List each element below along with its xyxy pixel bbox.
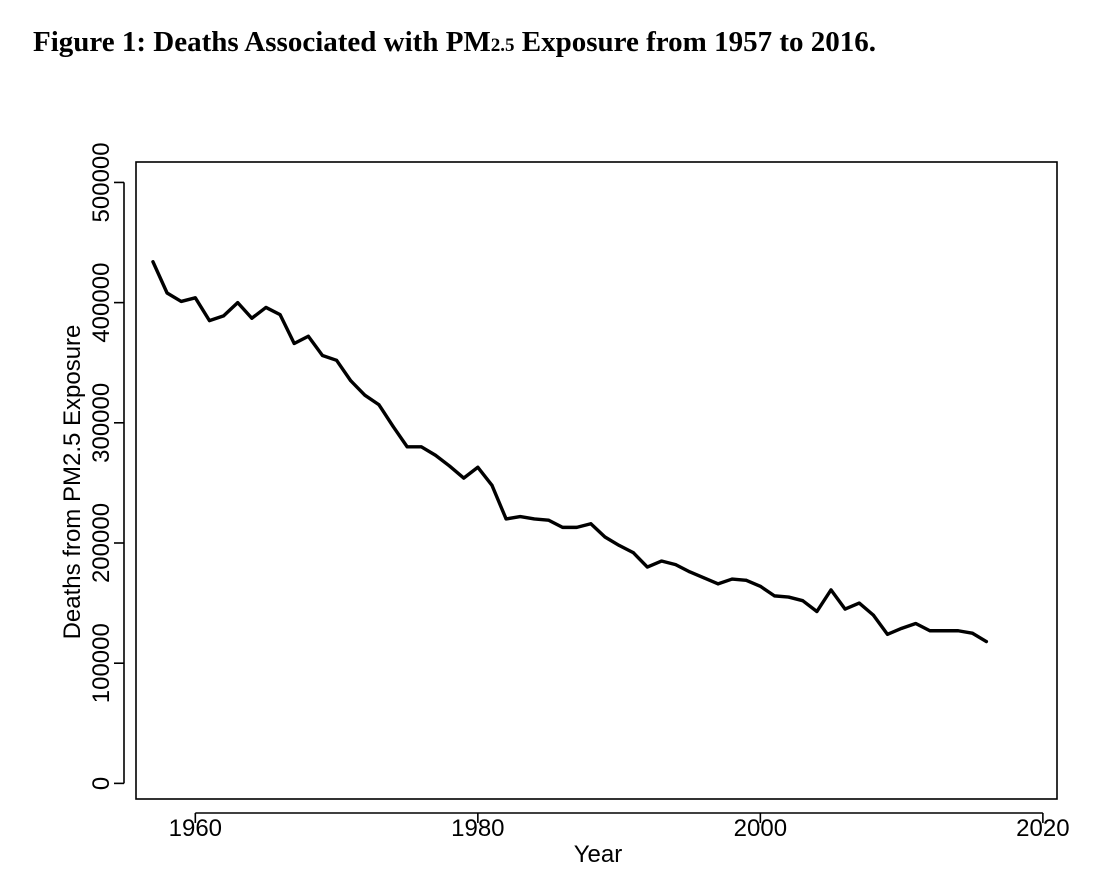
data-point — [984, 640, 988, 644]
data-point — [857, 601, 861, 605]
data-point — [645, 565, 649, 569]
data-point — [151, 260, 155, 264]
x-tick-label: 2000 — [734, 815, 787, 842]
data-point — [222, 314, 226, 318]
y-ticks: 0 100000 200000 300000 400000 500000 — [88, 142, 124, 790]
data-point — [970, 631, 974, 635]
y-tick-label: 200000 — [88, 503, 115, 583]
data-point — [292, 341, 296, 345]
data-point — [561, 525, 565, 529]
data-point — [532, 517, 536, 521]
figure-title-prefix: Figure 1: Deaths Associated with PM — [33, 26, 491, 58]
y-tick-label: 500000 — [88, 142, 115, 222]
data-point — [674, 563, 678, 567]
data-point — [391, 424, 395, 428]
data-point — [405, 445, 409, 449]
data-point — [433, 453, 437, 457]
data-point — [942, 629, 946, 633]
data-point — [885, 632, 889, 636]
data-point — [603, 535, 607, 539]
data-point — [871, 613, 875, 617]
data-point — [730, 577, 734, 581]
data-point — [801, 599, 805, 603]
data-point — [589, 522, 593, 526]
x-tick-label: 2020 — [1016, 815, 1069, 842]
y-tick-label: 100000 — [88, 623, 115, 703]
data-point — [631, 551, 635, 555]
y-axis-title: Deaths from PM2.5 Exposure — [59, 325, 86, 640]
data-point — [504, 517, 508, 521]
data-point — [843, 607, 847, 611]
data-point — [377, 403, 381, 407]
data-point — [193, 296, 197, 300]
data-point — [518, 515, 522, 519]
data-point — [716, 582, 720, 586]
figure-title-suffix: Exposure from 1957 to 2016. — [514, 26, 876, 58]
x-axis-title: Year — [574, 841, 623, 868]
data-point — [462, 476, 466, 480]
data-point — [546, 518, 550, 522]
data-point — [617, 543, 621, 547]
data-point — [236, 301, 240, 305]
x-tick-label: 1980 — [451, 815, 504, 842]
data-point — [787, 595, 791, 599]
data-point — [278, 313, 282, 317]
data-point — [419, 445, 423, 449]
series-line-deaths — [151, 260, 989, 644]
data-point — [900, 626, 904, 630]
data-point — [264, 305, 268, 309]
data-point — [476, 465, 480, 469]
data-point — [490, 483, 494, 487]
y-tick-label: 400000 — [88, 263, 115, 343]
data-point — [688, 570, 692, 574]
data-point — [928, 629, 932, 633]
plot-frame — [135, 161, 1058, 800]
data-point — [165, 291, 169, 295]
data-point — [914, 622, 918, 626]
data-point — [250, 316, 254, 320]
data-point — [335, 358, 339, 362]
data-point — [815, 610, 819, 614]
data-point — [744, 578, 748, 582]
data-points — [151, 260, 988, 644]
figure-title: Figure 1: Deaths Associated with PM2.5 E… — [33, 26, 876, 59]
data-point — [349, 379, 353, 383]
data-point — [758, 584, 762, 588]
x-ticks: 1960 1980 2000 2020 — [169, 813, 1070, 842]
data-point — [363, 393, 367, 397]
data-point — [829, 588, 833, 592]
y-tick-label: 0 — [88, 777, 115, 790]
data-point — [575, 525, 579, 529]
y-tick-label: 300000 — [88, 383, 115, 463]
data-point — [320, 354, 324, 357]
data-point — [702, 576, 706, 580]
data-point — [207, 319, 211, 323]
data-point — [448, 464, 452, 468]
data-point — [956, 629, 960, 633]
data-point — [306, 334, 310, 338]
data-point — [659, 559, 663, 563]
data-point — [179, 299, 183, 303]
data-point — [772, 594, 776, 598]
x-tick-label: 1960 — [169, 815, 222, 842]
figure-title-subscript: 2.5 — [490, 35, 515, 56]
